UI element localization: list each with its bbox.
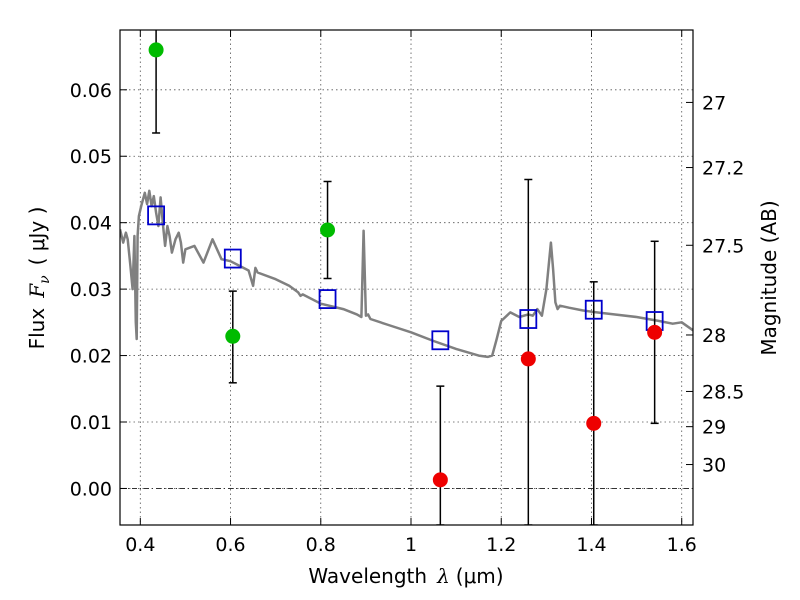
model-flux-square [318,289,337,309]
y2-axis-label: Magnitude (AB) [757,200,781,355]
y-tick-label: 0.06 [70,80,112,102]
model-flux-square [147,205,165,226]
nir-measurement-point [647,324,663,340]
x-axis-label-unit: (μm) [456,564,504,588]
y2-tick-label: 28 [702,325,726,347]
x-tick-label: 1.4 [576,534,606,556]
plot-frame [119,29,694,526]
y-axis-label: Flux Fν ( μJy ) [25,207,53,350]
y-axis-label-prefix: Flux [25,308,49,350]
grid-lines [120,30,693,525]
optical-detection-point [148,42,164,58]
optical-detection-point [320,222,336,238]
y2-tick-label: 27.5 [702,235,744,257]
y-axis-label-subscript: ν [37,275,53,284]
nir-measurement-point [520,351,536,367]
y2-tick-label: 27.2 [702,158,744,180]
model-flux-square [223,248,242,269]
y2-tick-label: 28.5 [702,381,744,403]
axis-ticks [120,30,693,525]
y-axis-label-symbol: F [25,283,49,299]
sed-template-line [120,189,693,359]
x-tick-label: 1.2 [486,534,516,556]
model-flux-square [431,330,450,351]
nir-measurement-point [586,415,602,431]
y-tick-label: 0.00 [70,478,112,500]
x-axis-label-symbol: λ [436,564,450,588]
x-tick-label: 1.6 [667,534,697,556]
x-tick-label: 0.8 [306,534,336,556]
model-flux-square [519,309,538,329]
x-tick-label: 1 [405,534,417,556]
y-axis-label-unit: ( μJy ) [25,207,49,266]
y2-tick-label: 27 [702,92,726,114]
y-tick-label: 0.04 [70,213,112,235]
optical-detection-point [225,328,241,344]
x-axis-label-prefix: Wavelength [308,564,427,588]
y-tick-label: 0.02 [70,346,112,368]
y-tick-label: 0.05 [70,146,112,168]
model-flux-square [584,299,603,320]
sed-line-group [120,189,693,359]
x-axis-label: Wavelength λ (μm) [308,564,503,588]
data-markers [147,42,664,488]
y2-tick-label: 30 [702,455,726,477]
x-tick-label: 0.4 [125,534,155,556]
x-tick-label: 0.6 [215,534,245,556]
y2-tick-label: 29 [702,417,726,439]
y-tick-label: 0.01 [70,412,112,434]
y-tick-label: 0.03 [70,279,112,301]
nir-measurement-point [432,472,448,488]
tick-labels: 0.4 0.6 0.8 1 1.2 1.4 1.6 0.00 0.01 0.02 0.03 0.04 0… [70,80,745,556]
